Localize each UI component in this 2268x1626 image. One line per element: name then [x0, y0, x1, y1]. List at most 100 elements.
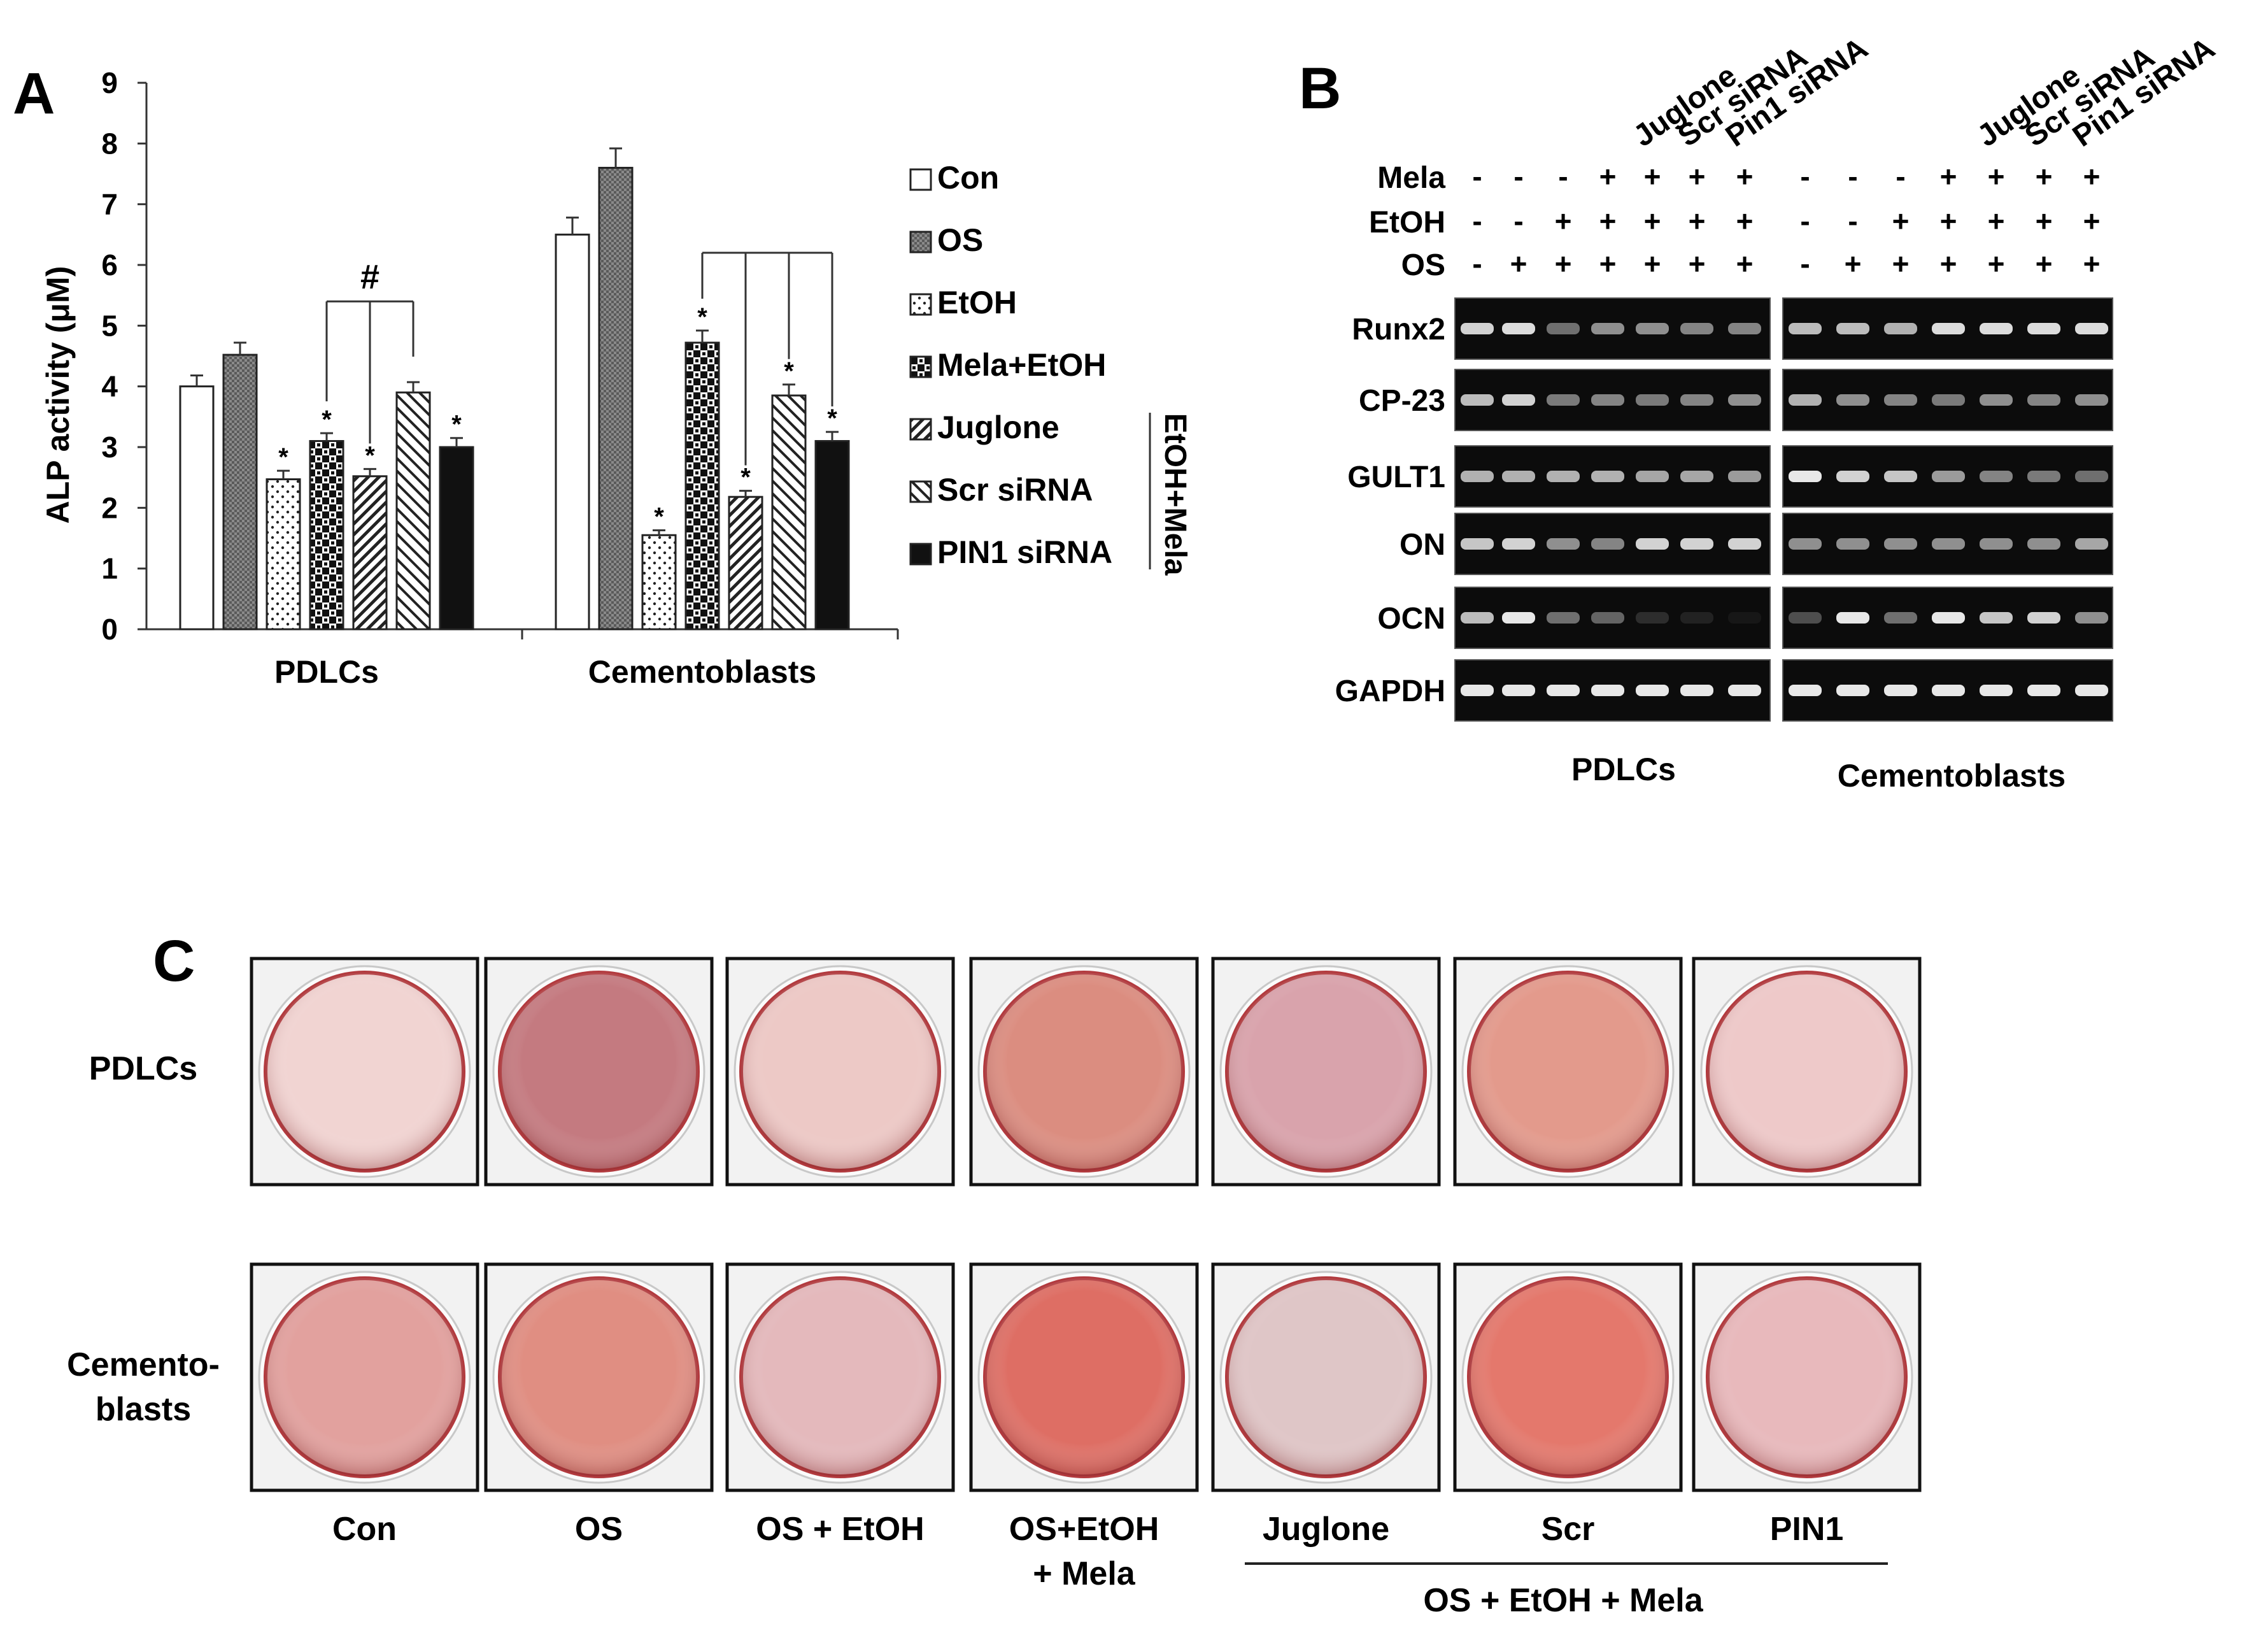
gel-band — [1591, 323, 1624, 334]
gel-band — [2027, 394, 2060, 406]
bar-juglone — [728, 496, 763, 631]
treatment-sign: - — [1472, 204, 1482, 238]
y-tick-label: 4 — [101, 370, 118, 403]
gel-band — [1884, 323, 1917, 334]
gel-band — [1980, 394, 2013, 406]
legend-swatch — [909, 355, 932, 378]
staining-panel: PDLCs Cemento-blasts Con OS OS + EtOH OS+EtOH… — [67, 957, 1922, 1619]
treatment-sign: + — [1736, 247, 1754, 280]
column-label: Scr — [1542, 1511, 1595, 1548]
treatment-sign: - — [1800, 247, 1810, 280]
treatment-sign: - — [1896, 160, 1905, 193]
treatment-sign: - — [1558, 160, 1568, 193]
well-shading — [266, 973, 464, 1171]
gel-band — [1836, 538, 1869, 550]
gel-band — [2027, 685, 2060, 696]
well-shading — [985, 1278, 1183, 1476]
bar-pin1-sirna — [439, 446, 474, 631]
column-label: OS + EtOH — [756, 1511, 924, 1548]
gel-band — [1636, 685, 1669, 696]
y-tick-label: 5 — [101, 309, 118, 342]
significance-star: * — [654, 503, 664, 531]
panel-label-b: B — [1299, 56, 1341, 121]
gel-band — [2027, 323, 2060, 334]
gel-band — [1789, 612, 1822, 624]
treatment-sign: + — [1940, 160, 1957, 193]
gel-band — [1636, 323, 1669, 334]
treatment-sign: - — [1513, 160, 1523, 193]
gel-band — [1980, 323, 2013, 334]
x-category-label: Cementoblasts — [588, 654, 816, 690]
bar-con — [555, 233, 590, 631]
bar-mela-etoh — [684, 341, 720, 631]
y-tick-label: 6 — [101, 248, 118, 282]
panel-label-a: A — [13, 61, 55, 126]
bar-mela-etoh — [309, 439, 344, 631]
treatment-sign: + — [1510, 247, 1527, 280]
gel-band — [1636, 394, 1669, 406]
well-shading — [500, 1278, 698, 1476]
gel-band — [1932, 394, 1965, 406]
treatment-sign: + — [1940, 247, 1957, 280]
legend-swatch — [909, 293, 932, 316]
bar-os — [222, 353, 258, 631]
treatment-sign: + — [1689, 204, 1706, 238]
gel-band — [1728, 685, 1761, 696]
treatment-sign: - — [1513, 204, 1523, 238]
gel-band — [1461, 471, 1494, 482]
y-tick-label: 9 — [101, 66, 118, 99]
gel-band — [2075, 323, 2108, 334]
gel-band — [1636, 471, 1669, 482]
gel-band — [2075, 471, 2108, 482]
treatment-sign: + — [2083, 204, 2101, 238]
well-shading — [1469, 1278, 1667, 1476]
row-label: Cemento- — [67, 1346, 220, 1383]
gel-band — [1932, 612, 1965, 624]
gel-band — [1932, 471, 1965, 482]
gel-band — [1502, 323, 1535, 334]
well-shading — [985, 973, 1183, 1171]
gel-band — [1728, 612, 1761, 624]
bar-etoh — [266, 478, 301, 631]
treatment-sign: + — [1644, 160, 1661, 193]
gel-band — [1502, 471, 1535, 482]
well-shading — [741, 1278, 939, 1476]
gel-band — [1547, 612, 1580, 624]
gel-band — [1461, 612, 1494, 624]
treatment-sign: - — [1472, 160, 1482, 193]
treatment-sign: - — [1472, 247, 1482, 280]
treatment-sign: + — [2036, 160, 2053, 193]
gene-label: ON — [1400, 528, 1445, 562]
gel-band — [1680, 323, 1713, 334]
treatment-label: OS — [1401, 248, 1445, 282]
gel-group-label: Cementoblasts — [1838, 758, 2066, 794]
gel-band — [1547, 685, 1580, 696]
treatment-label: EtOH — [1369, 206, 1445, 239]
gel-band — [1461, 685, 1494, 696]
gel-band — [1884, 394, 1917, 406]
gel-band — [1836, 612, 1869, 624]
significance-star: * — [322, 406, 332, 434]
legend-swatch — [909, 418, 932, 441]
legend-swatch — [909, 480, 932, 503]
bar-juglone — [352, 475, 388, 631]
gel-band — [1980, 471, 2013, 482]
bar-os — [598, 166, 634, 631]
treatment-sign: + — [1644, 204, 1661, 238]
gel-band — [1680, 612, 1713, 624]
column-label: Juglone — [1263, 1511, 1389, 1548]
well-shading — [1227, 1278, 1425, 1476]
treatment-sign: + — [1689, 247, 1706, 280]
treatment-sign: + — [1988, 247, 2005, 280]
panel-label-c: C — [153, 929, 195, 994]
column-label: PIN1 — [1770, 1511, 1844, 1548]
gel-band — [1884, 471, 1917, 482]
treatment-sign: - — [1800, 160, 1810, 193]
x-category-label: PDLCs — [274, 654, 379, 690]
treatment-sign: + — [1736, 160, 1754, 193]
gel-band — [1502, 612, 1535, 624]
bar-pin1-sirna — [814, 439, 850, 631]
significance-star: * — [741, 464, 751, 492]
